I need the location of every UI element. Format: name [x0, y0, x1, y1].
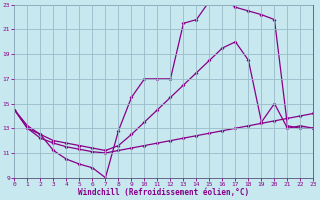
X-axis label: Windchill (Refroidissement éolien,°C): Windchill (Refroidissement éolien,°C): [78, 188, 250, 197]
